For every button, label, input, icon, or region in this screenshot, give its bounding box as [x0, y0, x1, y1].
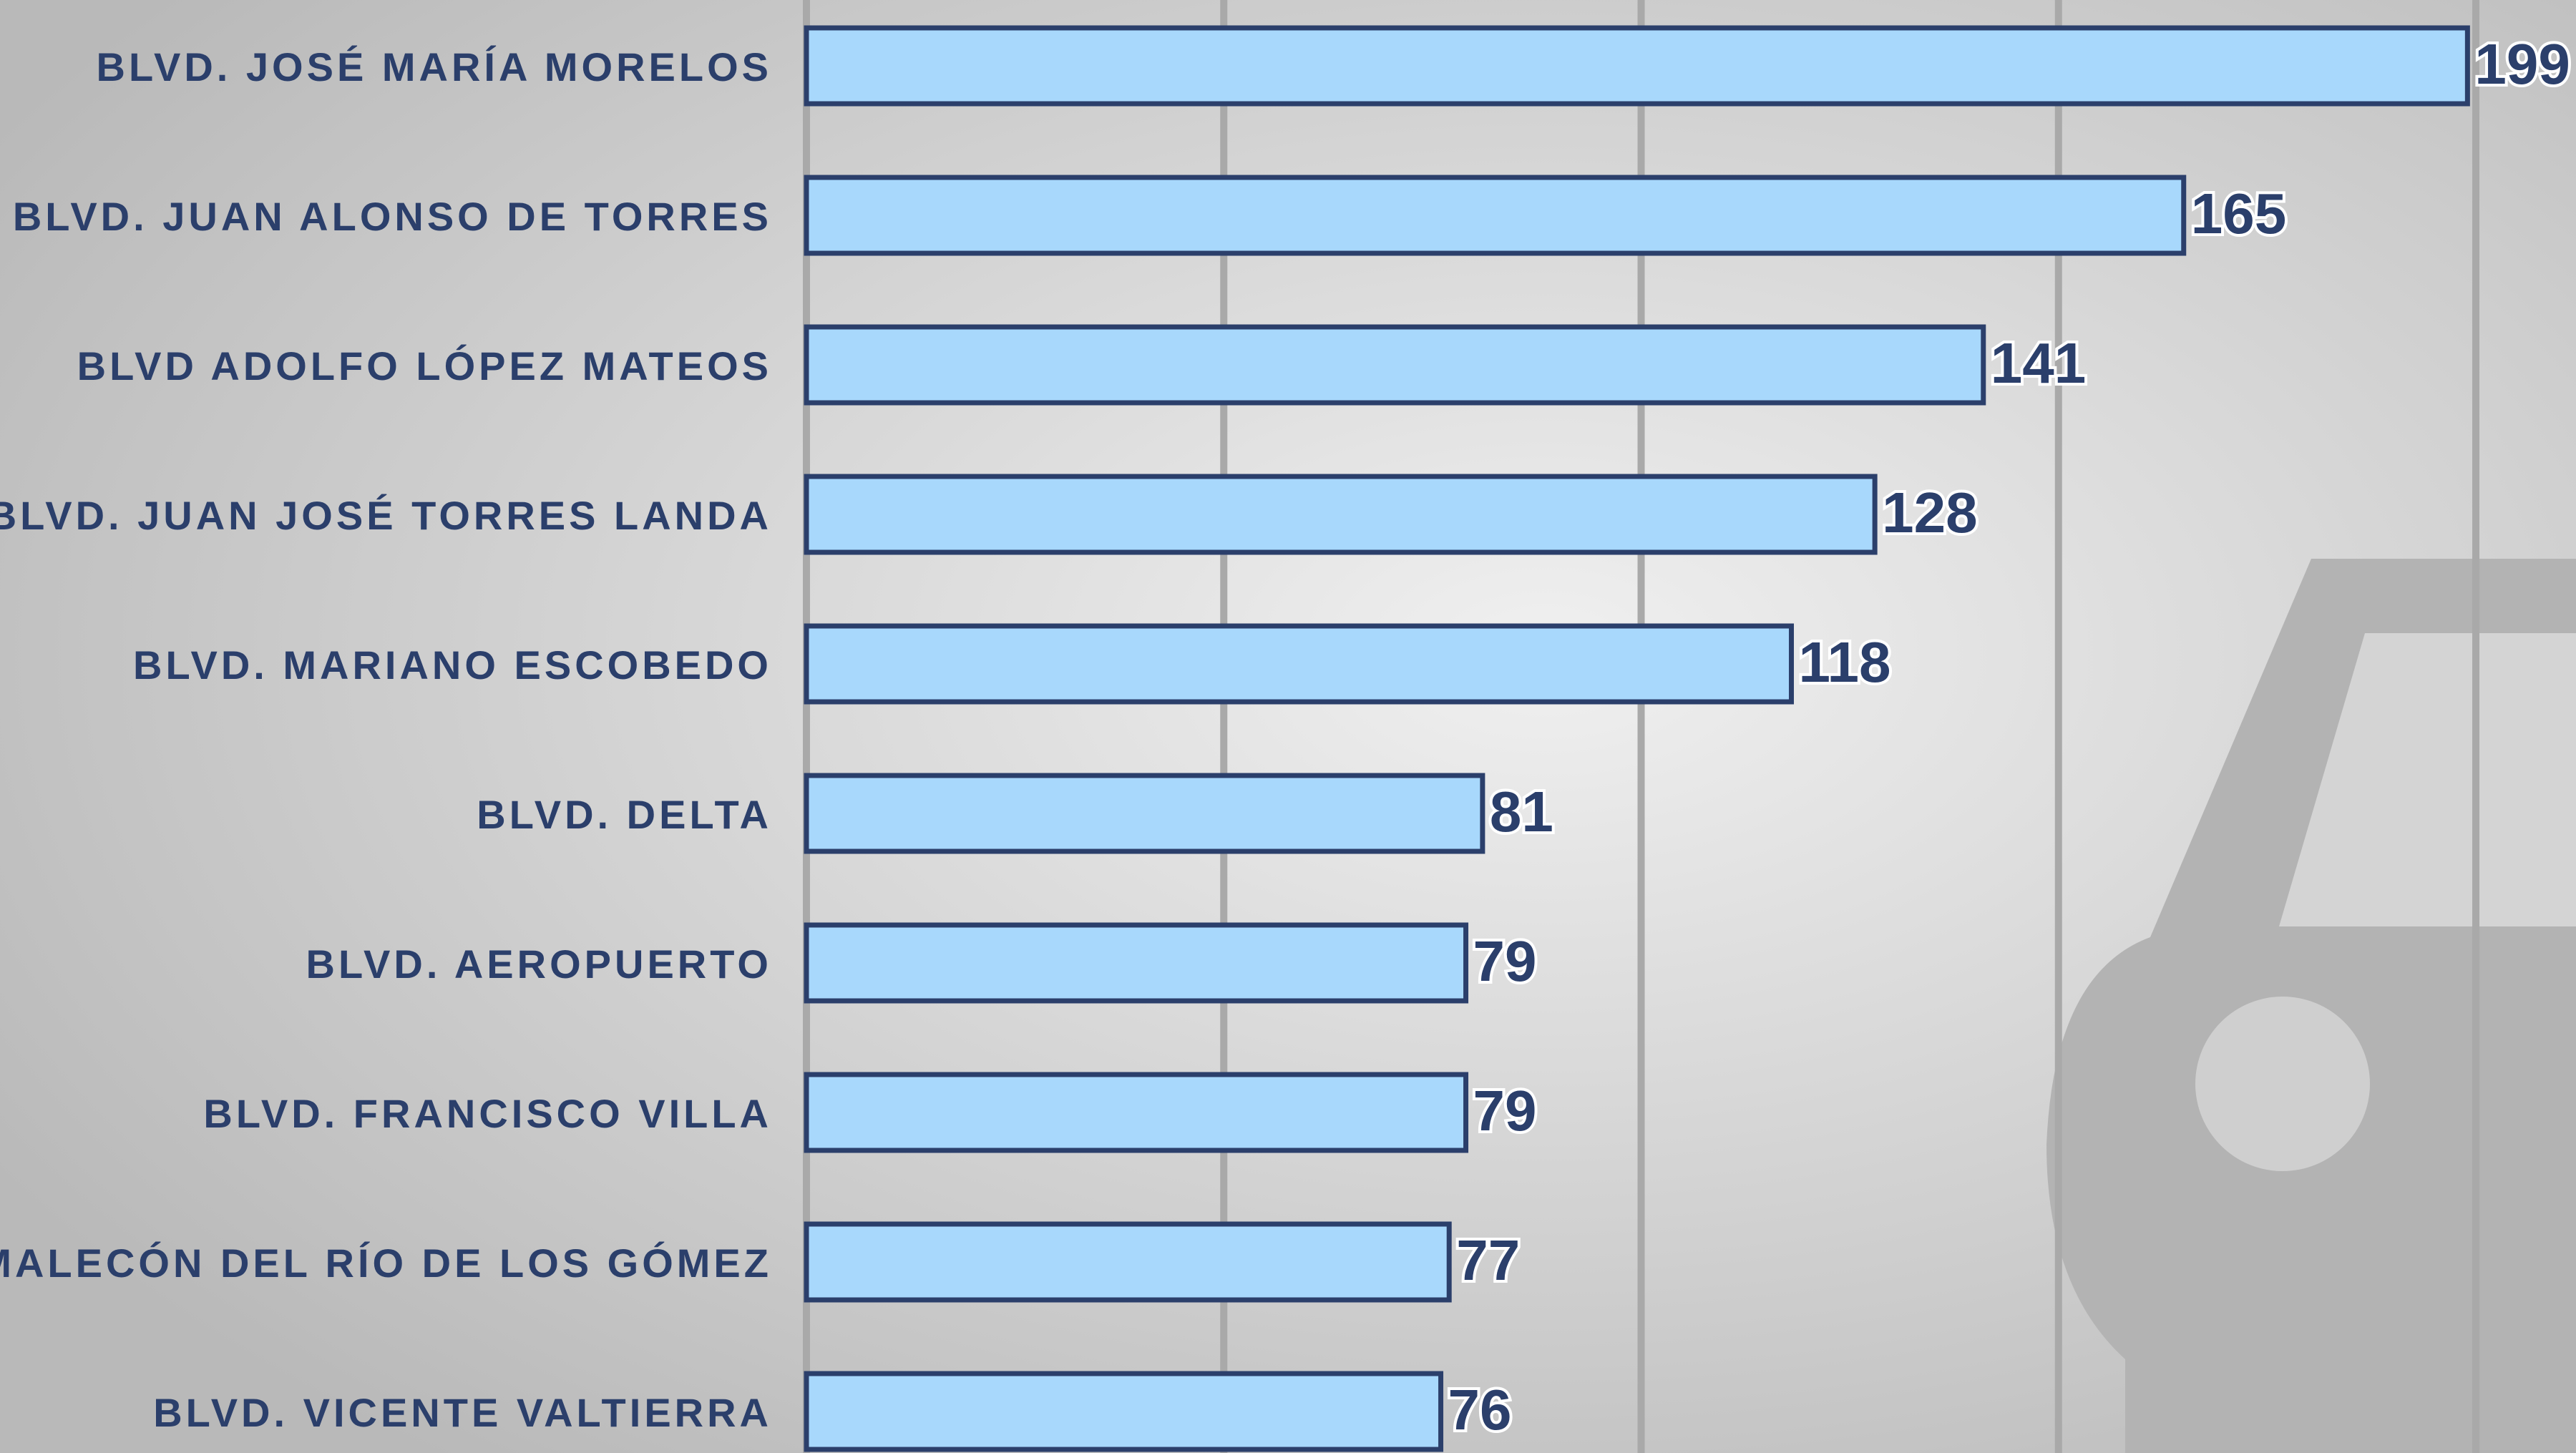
category-label: BLVD. AEROPUERTO — [306, 941, 772, 987]
bar — [804, 324, 1986, 406]
value-label: 165 — [2191, 182, 2286, 245]
value-label: 118 — [1798, 630, 1890, 694]
category-label: BLVD. JUAN ALONSO DE TORRES — [13, 194, 772, 239]
value-label: 76 — [1448, 1378, 1512, 1442]
bar — [804, 1221, 1452, 1303]
bar — [804, 1371, 1444, 1452]
value-label: 199 — [2474, 32, 2570, 96]
category-label: BLVD. DELTA — [477, 792, 772, 837]
value-label: 79 — [1473, 1079, 1537, 1143]
bar — [804, 922, 1469, 1004]
category-label: MALECÓN DEL RÍO DE LOS GÓMEZ — [0, 1241, 772, 1286]
bar — [804, 623, 1794, 705]
category-label: BLVD. VICENTE VALTIERRA — [153, 1390, 772, 1435]
value-label: 128 — [1882, 481, 1977, 544]
category-label: BLVD. MARIANO ESCOBEDO — [133, 642, 772, 688]
car-silhouette — [2046, 559, 2576, 1453]
value-label: 79 — [1473, 929, 1537, 993]
bar — [804, 1072, 1469, 1153]
bar — [804, 175, 2187, 256]
category-label: BLVD. JOSÉ MARÍA MORELOS — [97, 44, 773, 89]
category-label: BLVD ADOLFO LÓPEZ MATEOS — [77, 343, 772, 388]
category-label: BLVD. JUAN JOSÉ TORRES LANDA — [0, 493, 772, 538]
bar — [804, 474, 1878, 555]
value-label: 77 — [1456, 1228, 1520, 1292]
value-label: 81 — [1490, 780, 1553, 843]
bar — [804, 773, 1485, 854]
category-label: BLVD. FRANCISCO VILLA — [203, 1091, 772, 1136]
value-label: 141 — [1991, 331, 2086, 395]
bar — [804, 25, 2470, 107]
